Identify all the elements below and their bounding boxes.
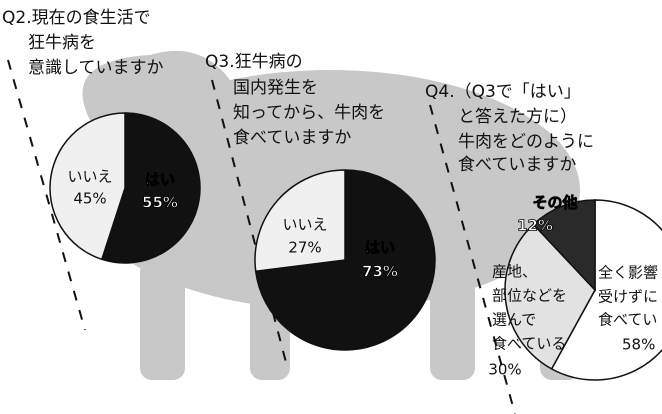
chart-title: と答えた方に）: [458, 107, 577, 127]
value-label: 45%: [73, 190, 106, 208]
chart-title: Q4.（Q3で「はい」: [425, 82, 581, 102]
chart-title: 国内発生を: [233, 78, 318, 98]
dashed-dividers: [7, 59, 516, 414]
chart-title: 意識していますか: [28, 58, 164, 78]
pie-slice: [49, 112, 126, 261]
pie-slice: [532, 199, 596, 292]
value-label: 27%: [288, 239, 321, 257]
slice-label: 選んで: [492, 311, 536, 329]
chart-title: Q3.狂牛病の: [205, 52, 303, 72]
value-label: 55%: [142, 194, 178, 212]
slice-label: 全く影響: [598, 264, 658, 282]
value-label: 12%: [517, 217, 553, 235]
slice-label: 産地、: [492, 263, 537, 281]
chart-title: 食べていますか: [458, 155, 576, 175]
slice-label: はい: [145, 171, 175, 189]
value-label: 30%: [488, 361, 521, 379]
pie-slice: [100, 112, 201, 264]
chart-title: 食べていますか: [233, 128, 351, 148]
slice-label: 食べてい: [598, 311, 657, 329]
slice-label: はい: [365, 239, 395, 257]
pie-slice: [504, 223, 596, 370]
chart-title: 知ってから、牛肉を: [233, 103, 385, 123]
slice-label: いいえ: [67, 168, 112, 186]
value-label: 58%: [622, 336, 655, 354]
slice-label: いいえ: [282, 216, 327, 234]
chart-title: 狂牛病を: [28, 33, 96, 53]
slice-label: 受けずに: [598, 288, 658, 306]
pie-slice: [254, 169, 346, 273]
slice-label: 部位などを: [492, 287, 567, 305]
chart-title: 牛肉をどのように: [458, 132, 594, 152]
value-label: 73%: [362, 263, 398, 281]
pie-slice: [550, 199, 662, 381]
chart-title: Q2.現在の食生活で: [2, 8, 151, 28]
slice-label: その他: [532, 194, 577, 212]
slice-label: 食べている: [492, 335, 566, 353]
